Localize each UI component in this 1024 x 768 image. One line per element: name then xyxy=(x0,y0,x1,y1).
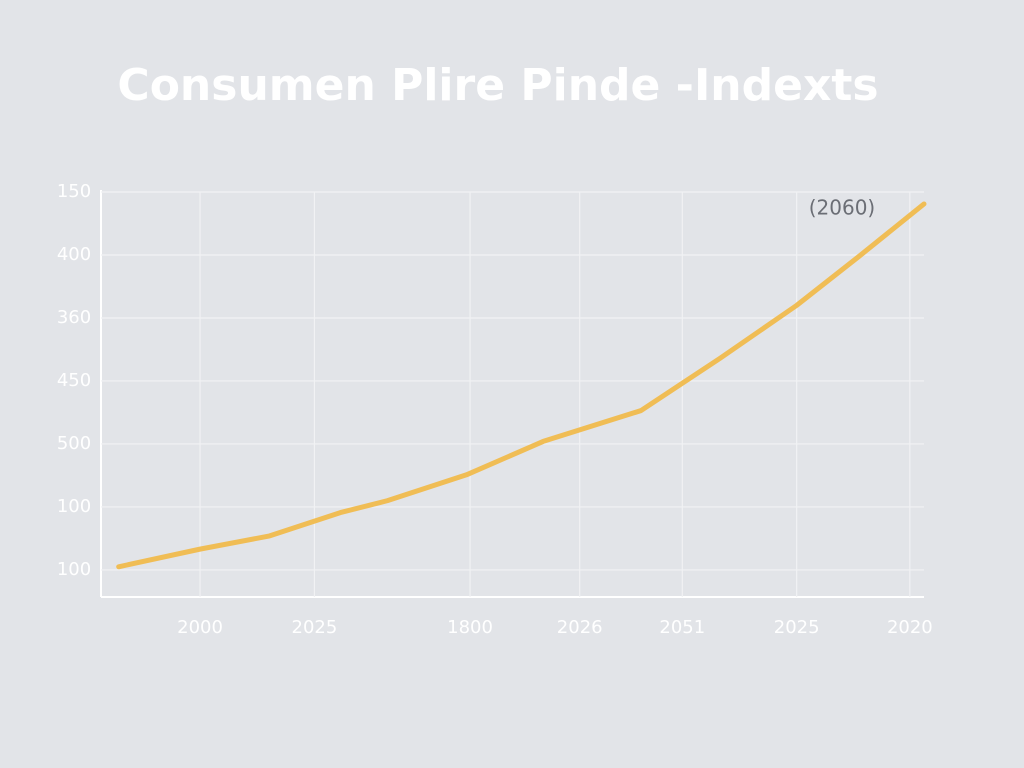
x-tick-label: 1800 xyxy=(447,617,493,638)
y-tick-label: 360 xyxy=(57,307,91,328)
x-tick-label: 2025 xyxy=(774,617,820,638)
y-tick-label: 100 xyxy=(57,559,91,580)
y-tick-label: 400 xyxy=(57,244,91,265)
x-tick-label: 2026 xyxy=(557,617,603,638)
chart-title: Consumen Plire Pinde -Indexts xyxy=(117,60,878,111)
y-tick-label: 450 xyxy=(57,370,91,391)
line-series xyxy=(116,201,927,570)
y-tick-label: 500 xyxy=(57,433,91,454)
y-tick-label: 150 xyxy=(57,181,91,202)
x-tick-label: 2025 xyxy=(292,617,338,638)
annotation: (2060) xyxy=(809,196,876,220)
x-tick-label: 2000 xyxy=(177,617,223,638)
y-tick-label: 100 xyxy=(57,496,91,517)
x-tick-label: 2051 xyxy=(659,617,705,638)
x-tick-label: 2020 xyxy=(887,617,933,638)
